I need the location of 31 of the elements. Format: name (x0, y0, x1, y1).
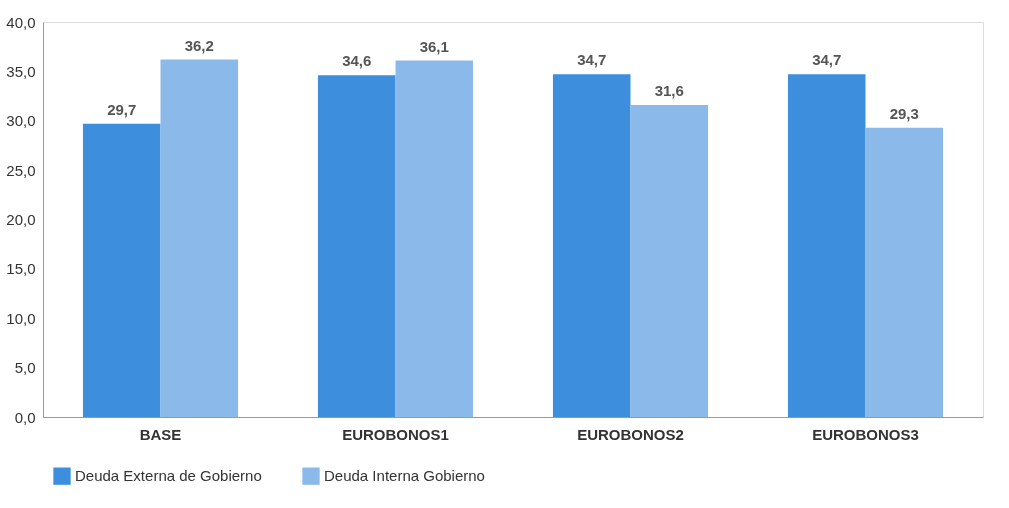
bar (395, 60, 474, 417)
legend-label: Deuda Externa de Gobierno (75, 467, 262, 485)
data-label: 34,7 (577, 51, 607, 69)
data-label: 34,6 (342, 52, 372, 70)
bar (82, 123, 161, 417)
data-label: 36,2 (184, 36, 214, 54)
x-tick-label: BASE (139, 425, 182, 443)
y-tick-label: 0,0 (14, 408, 36, 426)
y-tick-label: 15,0 (6, 260, 36, 278)
bar (865, 127, 944, 417)
data-label: 31,6 (654, 81, 684, 99)
y-tick-label: 40,0 (6, 13, 36, 31)
y-tick-label: 30,0 (6, 112, 36, 130)
data-label: 29,3 (889, 104, 919, 122)
x-tick-label: EUROBONOS3 (812, 425, 919, 443)
y-tick-label: 35,0 (6, 62, 36, 80)
bar (552, 74, 631, 417)
y-tick-label: 10,0 (6, 309, 36, 327)
bar (630, 104, 709, 417)
data-label: 36,1 (419, 37, 449, 55)
y-tick-label: 5,0 (14, 359, 36, 377)
y-tick-label: 20,0 (6, 211, 36, 228)
x-tick-label: EUROBONOS1 (342, 425, 449, 443)
bar (787, 74, 866, 417)
y-tick-label: 25,0 (6, 161, 36, 179)
bar (317, 75, 396, 417)
data-label: 29,7 (107, 100, 137, 118)
bar (160, 59, 239, 417)
data-label: 34,7 (812, 51, 842, 69)
x-tick-label: EUROBONOS2 (577, 425, 684, 443)
legend-label: Deuda Interna Gobierno (324, 467, 485, 485)
